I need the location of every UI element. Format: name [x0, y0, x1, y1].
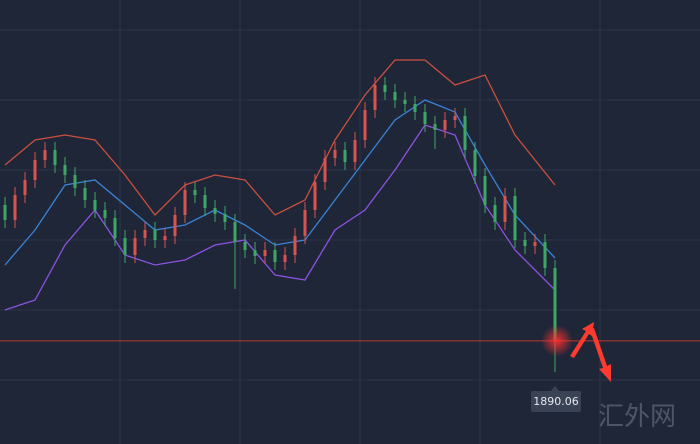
candle-body — [263, 250, 267, 256]
candle-body — [293, 236, 297, 255]
arrows — [570, 322, 611, 382]
candle-body — [443, 120, 447, 130]
candle-body — [273, 250, 277, 262]
candle-body — [63, 165, 67, 175]
candle-body — [483, 176, 487, 205]
price-label: 1890.06 — [533, 395, 579, 408]
candle-body — [373, 85, 377, 110]
candle-body — [23, 180, 27, 195]
candle-body — [193, 190, 197, 195]
candle-body — [363, 110, 367, 140]
candle-body — [453, 116, 457, 120]
candle-body — [303, 210, 307, 236]
candle-body — [493, 205, 497, 222]
candle-body — [123, 238, 127, 255]
candle-body — [103, 210, 107, 218]
candle-body — [243, 242, 247, 250]
candle-body — [423, 112, 427, 124]
candle-body — [93, 200, 97, 210]
candle-body — [513, 196, 517, 240]
candle-body — [213, 208, 217, 214]
candle-body — [233, 222, 237, 242]
candle-body — [33, 160, 37, 180]
candle-body — [343, 150, 347, 162]
candle-body — [163, 236, 167, 240]
candle-body — [393, 92, 397, 100]
price-label-box — [531, 391, 581, 412]
candle-body — [173, 215, 177, 236]
candle-body — [53, 150, 57, 165]
candle-body — [353, 140, 357, 162]
price-glow — [541, 324, 573, 357]
candle-body — [143, 230, 147, 238]
candle-body — [333, 150, 337, 158]
price-label-pointer — [551, 386, 559, 391]
candle-body — [503, 196, 507, 222]
candle-body — [113, 218, 117, 238]
candle-body — [313, 182, 317, 210]
candle-body — [3, 205, 7, 220]
candle-body — [383, 85, 387, 92]
candle-body — [83, 188, 87, 200]
candle-body — [283, 255, 287, 262]
candle-body — [73, 175, 77, 188]
candle-body — [183, 190, 187, 215]
candle-body — [543, 242, 547, 268]
candle-body — [203, 195, 207, 208]
candle-body — [153, 230, 157, 240]
plot: 1890.06 — [0, 59, 700, 412]
candle-body — [43, 150, 47, 160]
candle-body — [523, 240, 527, 246]
candle-body — [323, 158, 327, 182]
candle-body — [473, 150, 477, 176]
candle-body — [403, 100, 407, 104]
candle-body — [433, 124, 437, 130]
candle-body — [553, 268, 557, 341]
candle-body — [253, 250, 257, 256]
band-upper — [4, 59, 556, 216]
candle-body — [223, 214, 227, 222]
watermark: 汇外网 — [598, 402, 676, 432]
candle-body — [133, 238, 137, 255]
candle-body — [413, 104, 417, 112]
candle-body — [13, 195, 17, 220]
candle-body — [463, 116, 467, 150]
candle-body — [533, 242, 537, 246]
